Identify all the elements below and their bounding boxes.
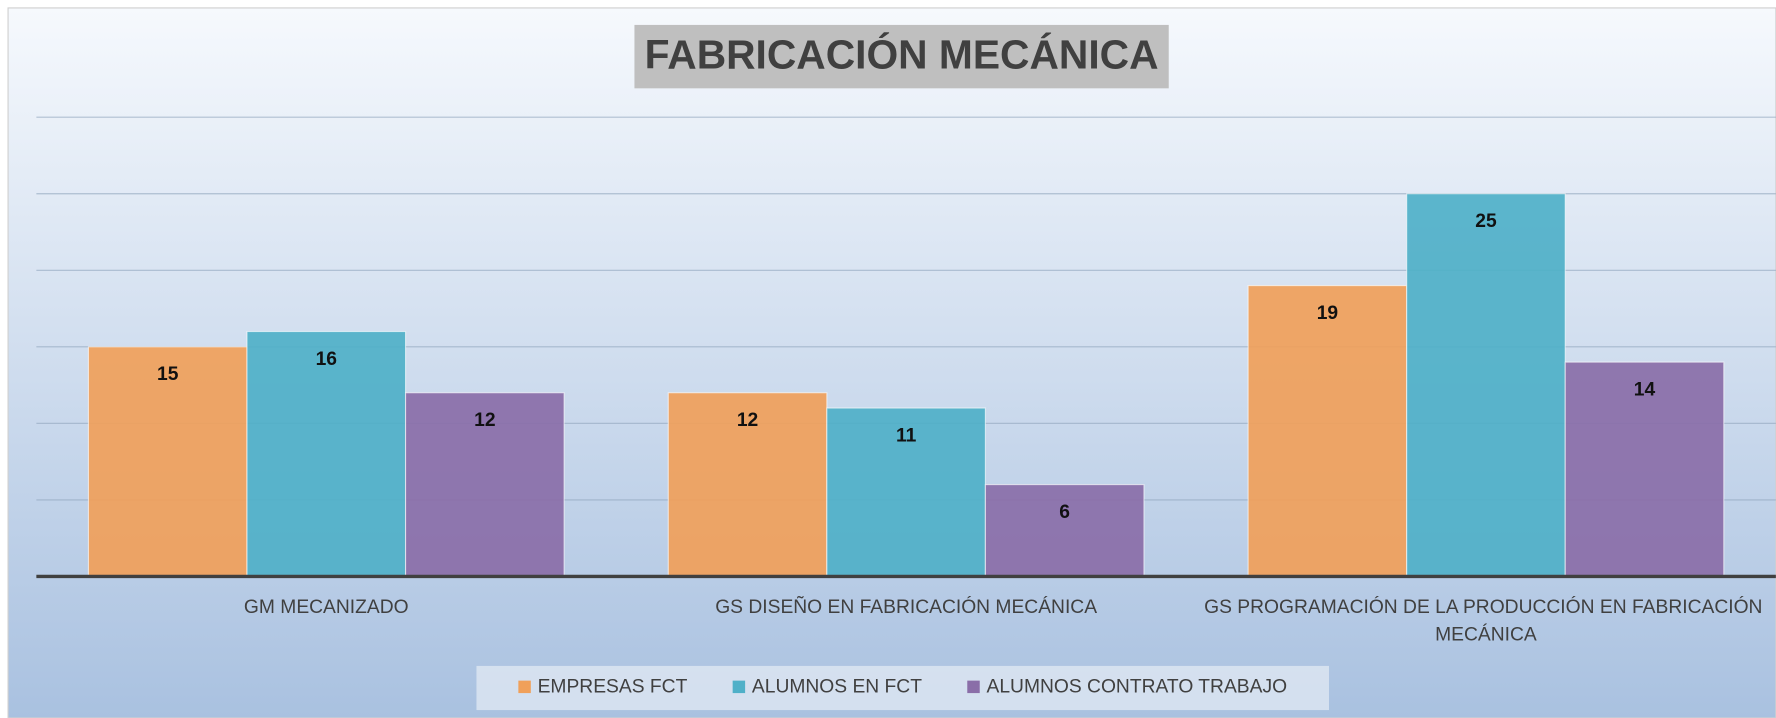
bar (404, 392, 565, 578)
legend-label: EMPRESAS FCT (538, 677, 688, 698)
x-tick-label-line: MECÁNICA (1435, 624, 1537, 645)
bar (1247, 285, 1408, 578)
data-label: 6 (1059, 502, 1070, 523)
x-tick-label: GS DISEÑO EN FABRICACIÓN MECÁNICA (715, 596, 1097, 618)
chart-title: FABRICACIÓN MECÁNICA (645, 32, 1159, 78)
data-label: 14 (1634, 380, 1656, 401)
data-label: 11 (896, 425, 917, 446)
legend-box (476, 665, 1329, 711)
bar (984, 484, 1145, 578)
bar (87, 346, 248, 578)
bar (826, 407, 986, 578)
legend-label: ALUMNOS EN FCT (752, 677, 922, 698)
x-tick-label: GM MECANIZADO (244, 597, 409, 618)
data-label: 25 (1475, 211, 1497, 232)
legend-label: ALUMNOS CONTRATO TRABAJO (987, 677, 1288, 698)
legend-swatch (518, 680, 531, 694)
title-box (634, 24, 1169, 89)
data-label: 15 (157, 364, 179, 385)
data-label: 12 (737, 410, 758, 431)
bar (1564, 361, 1725, 578)
bar (1406, 193, 1566, 578)
bar (246, 330, 407, 578)
x-tick-label: GS PROGRAMACIÓN DE LA PRODUCCIÓN EN FABR… (1204, 596, 1768, 645)
data-label: 19 (1317, 303, 1338, 324)
bar (667, 392, 828, 578)
data-label: 12 (474, 410, 495, 431)
legend-swatch (967, 680, 980, 694)
data-label: 16 (316, 349, 338, 370)
legend-swatch (732, 680, 746, 694)
x-tick-label-line: GS PROGRAMACIÓN DE LA PRODUCCIÓN EN FABR… (1204, 596, 1768, 618)
